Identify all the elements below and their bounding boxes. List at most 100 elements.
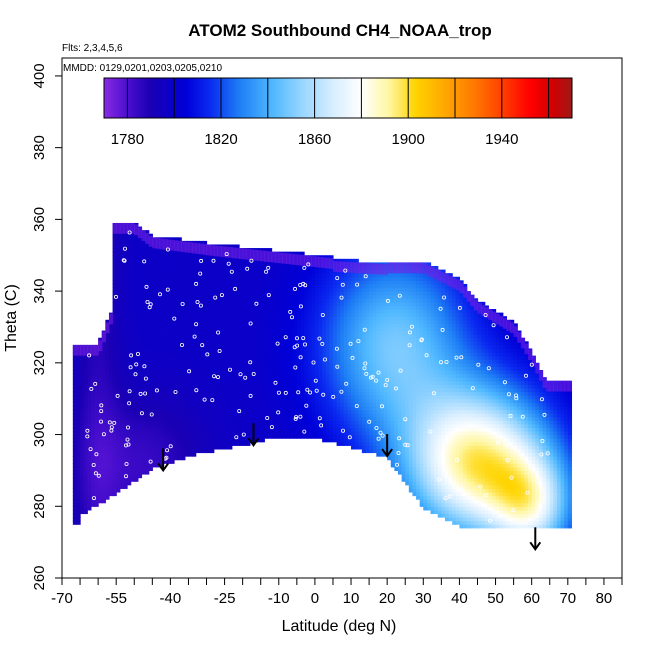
heatmap-cell: [170, 309, 175, 314]
heatmap-cell: [220, 405, 226, 411]
heatmap-cell: [72, 470, 78, 475]
heatmap-cell: [83, 427, 88, 432]
heatmap-cell: [195, 445, 200, 450]
heatmap-cell: [206, 309, 211, 314]
heatmap-cell: [235, 262, 240, 267]
heatmap-cell: [112, 244, 117, 249]
heatmap-cell: [134, 269, 139, 274]
heatmap-cell: [170, 280, 175, 285]
heatmap-cell: [181, 430, 186, 436]
heatmap-cell: [246, 287, 251, 292]
heatmap-cell: [329, 427, 334, 432]
heatmap-cell: [365, 441, 370, 446]
heatmap-cell: [159, 430, 164, 436]
heatmap-cell: [235, 405, 240, 411]
heatmap-cell: [289, 409, 294, 414]
heatmap-cell: [329, 420, 334, 425]
heatmap-cell: [296, 423, 302, 428]
heatmap-cell: [267, 430, 273, 436]
heatmap-cell: [213, 294, 218, 299]
heatmap-cell: [210, 337, 215, 342]
heatmap-cell: [159, 373, 164, 378]
heatmap-cell: [127, 355, 132, 360]
heatmap-cell: [257, 291, 262, 296]
heatmap-cell: [340, 384, 345, 389]
heatmap-cell: [199, 409, 204, 414]
heatmap-cell: [123, 402, 128, 407]
heatmap-cell: [260, 423, 265, 428]
heatmap-cell: [231, 391, 237, 396]
heatmap-cell: [72, 474, 78, 479]
heatmap-cell: [148, 445, 153, 450]
heatmap-cell: [286, 294, 291, 299]
heatmap-cell: [112, 452, 117, 457]
heatmap-cell: [127, 395, 132, 400]
heatmap-cell: [206, 287, 211, 292]
heatmap-cell: [134, 384, 139, 389]
heatmap-cell: [267, 316, 273, 321]
heatmap-cell: [275, 348, 280, 353]
heatmap-cell: [148, 384, 153, 389]
heatmap-cell: [108, 466, 114, 472]
heatmap-cell: [343, 276, 349, 281]
heatmap-cell: [170, 413, 175, 418]
heatmap-cell: [358, 298, 363, 303]
heatmap-cell: [239, 416, 244, 421]
heatmap-cell: [228, 355, 233, 360]
heatmap-cell: [257, 380, 262, 385]
heatmap-cell: [152, 334, 157, 339]
heatmap-cell: [166, 287, 171, 292]
heatmap-cell: [137, 248, 143, 253]
heatmap-cell: [116, 370, 121, 375]
heatmap-cell: [311, 384, 316, 389]
heatmap-cell: [174, 237, 179, 242]
heatmap-cell: [199, 262, 204, 267]
heatmap-cell: [383, 402, 388, 407]
heatmap-cell: [148, 362, 153, 368]
heatmap-cell: [239, 344, 244, 350]
heatmap-cell: [192, 291, 197, 296]
heatmap-cell: [155, 387, 161, 393]
heatmap-cell: [253, 276, 258, 281]
heatmap-cell: [278, 387, 283, 393]
heatmap-cell: [213, 441, 218, 446]
heatmap-cell: [192, 438, 197, 443]
heatmap-cell: [192, 441, 197, 446]
heatmap-cell: [340, 423, 345, 428]
heatmap-cell: [105, 441, 110, 446]
heatmap-cell: [217, 366, 222, 371]
heatmap-cell: [387, 409, 392, 414]
heatmap-cell: [358, 387, 363, 393]
heatmap-cell: [159, 280, 164, 285]
heatmap-cell: [242, 276, 247, 281]
heatmap-cell: [188, 305, 193, 310]
heatmap-cell: [123, 380, 128, 385]
heatmap-cell: [213, 445, 218, 450]
heatmap-cell: [145, 319, 150, 324]
heatmap-cell: [260, 312, 265, 317]
heatmap-cell: [239, 380, 244, 385]
heatmap-cell: [220, 309, 226, 314]
heatmap-cell: [322, 430, 327, 436]
heatmap-cell: [369, 341, 374, 346]
heatmap-cell: [105, 495, 110, 500]
heatmap-cell: [278, 276, 283, 281]
heatmap-cell: [296, 416, 302, 421]
heatmap-cell: [192, 362, 197, 368]
heatmap-cell: [300, 269, 305, 274]
heatmap-cell: [282, 395, 287, 400]
heatmap-cell: [220, 305, 226, 310]
heatmap-cell: [152, 344, 157, 350]
heatmap-cell: [257, 438, 262, 443]
heatmap-cell: [314, 352, 320, 357]
heatmap-cell: [181, 441, 186, 446]
heatmap-cell: [304, 287, 309, 292]
heatmap-cell: [148, 233, 153, 238]
heatmap-cell: [275, 377, 280, 382]
heatmap-cell: [358, 283, 363, 289]
heatmap-cell: [184, 294, 190, 299]
heatmap-cell: [387, 413, 392, 418]
heatmap-cell: [141, 258, 146, 264]
heatmap-cell: [202, 273, 208, 278]
